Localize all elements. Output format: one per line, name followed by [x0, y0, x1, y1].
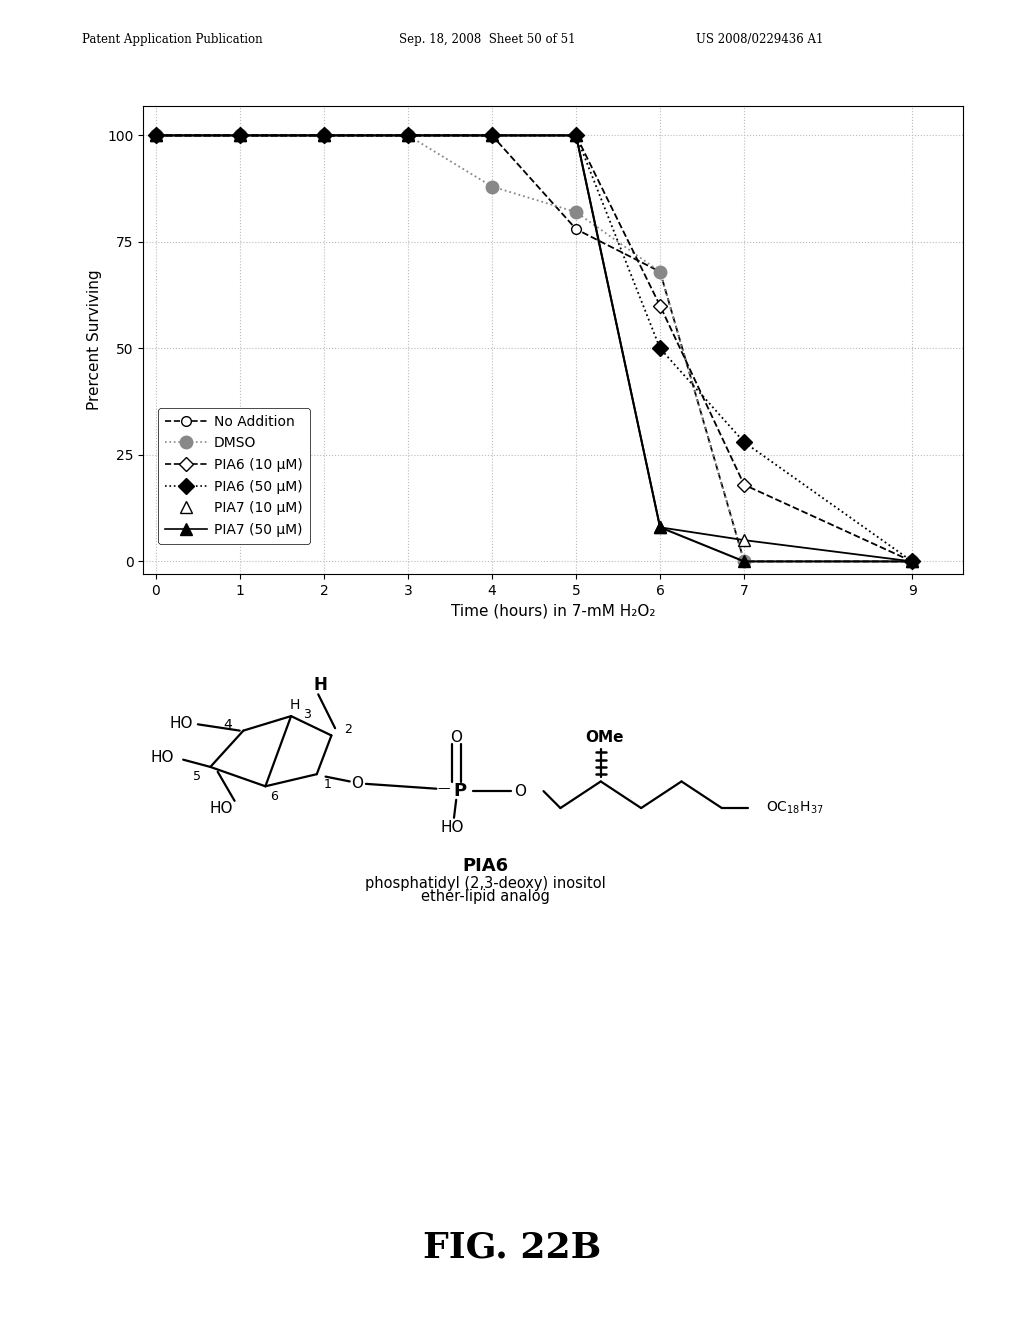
- Legend: No Addition, DMSO, PIA6 (10 μM), PIA6 (50 μM), PIA7 (10 μM), PIA7 (50 μM): No Addition, DMSO, PIA6 (10 μM), PIA6 (5…: [159, 408, 309, 544]
- Text: 1: 1: [324, 779, 332, 791]
- Text: HO: HO: [440, 820, 464, 836]
- Text: P: P: [454, 783, 466, 800]
- Text: H: H: [290, 698, 300, 713]
- X-axis label: Time (hours) in 7-mM H₂O₂: Time (hours) in 7-mM H₂O₂: [451, 603, 655, 619]
- Text: H: H: [313, 676, 328, 693]
- Y-axis label: Prercent Surviving: Prercent Surviving: [87, 269, 101, 411]
- Text: phosphatidyl (2,3-deoxy) inositol: phosphatidyl (2,3-deoxy) inositol: [366, 875, 606, 891]
- Text: O: O: [351, 776, 364, 792]
- Text: 2: 2: [344, 723, 351, 737]
- Text: HO: HO: [169, 715, 193, 731]
- Text: PIA6: PIA6: [463, 857, 509, 875]
- Text: 3: 3: [303, 708, 311, 721]
- Text: FIG. 22B: FIG. 22B: [423, 1230, 601, 1265]
- Text: O: O: [451, 730, 462, 746]
- Text: HO: HO: [151, 750, 174, 764]
- Text: Patent Application Publication: Patent Application Publication: [82, 33, 262, 46]
- Text: 5: 5: [194, 770, 201, 783]
- Text: O: O: [514, 784, 526, 799]
- Text: US 2008/0229436 A1: US 2008/0229436 A1: [696, 33, 823, 46]
- Text: OC$_{18}$H$_{37}$: OC$_{18}$H$_{37}$: [766, 800, 823, 816]
- Text: Sep. 18, 2008  Sheet 50 of 51: Sep. 18, 2008 Sheet 50 of 51: [399, 33, 575, 46]
- Text: ether-lipid analog: ether-lipid analog: [421, 890, 550, 904]
- Text: 6: 6: [270, 791, 279, 804]
- Text: —: —: [437, 783, 450, 795]
- Text: HO: HO: [210, 800, 233, 816]
- Text: 4: 4: [223, 718, 231, 731]
- Text: OMe: OMe: [585, 730, 624, 746]
